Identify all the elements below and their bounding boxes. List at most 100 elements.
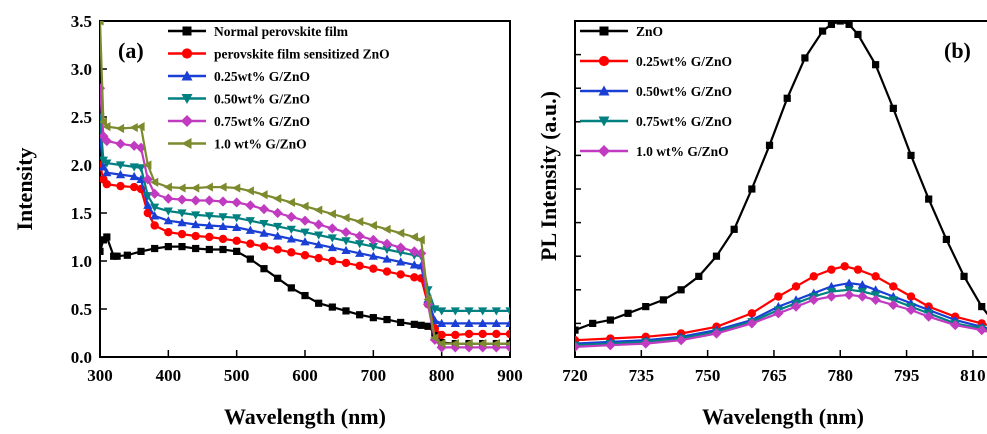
data-point xyxy=(116,181,125,191)
data-point xyxy=(100,162,109,171)
data-point xyxy=(245,200,256,211)
data-point xyxy=(748,185,756,193)
data-point xyxy=(341,213,350,223)
data-point xyxy=(136,164,146,173)
legend-label: 0.75wt% G/ZnO xyxy=(214,114,310,129)
panel-b-y-axis-title: PL Intensity (a.u.) xyxy=(536,91,561,261)
data-point xyxy=(423,294,432,304)
data-point xyxy=(150,203,160,212)
data-point xyxy=(774,292,783,301)
data-point xyxy=(286,225,296,234)
data-point xyxy=(676,335,687,346)
data-point xyxy=(765,141,774,149)
data-point xyxy=(164,243,172,251)
data-point xyxy=(113,252,121,260)
panel-a-y-ticks: 0.0 0.5 1.0 1.5 2.0 2.5 3.0 3.5 xyxy=(71,12,107,367)
data-point xyxy=(314,253,323,263)
data-point xyxy=(300,228,310,237)
legend-marker xyxy=(181,94,193,104)
data-point xyxy=(773,308,784,319)
data-point xyxy=(857,280,867,289)
data-point xyxy=(355,217,364,227)
data-point xyxy=(382,224,391,234)
data-point xyxy=(245,186,254,196)
data-point xyxy=(163,207,173,216)
x-tick-label: 780 xyxy=(828,366,854,385)
data-point xyxy=(464,318,474,327)
data-point xyxy=(258,204,270,215)
data-point xyxy=(478,318,488,327)
data-point xyxy=(143,160,152,170)
data-point xyxy=(218,234,228,244)
data-point xyxy=(437,330,446,340)
data-point xyxy=(854,30,862,39)
data-point xyxy=(368,234,379,245)
data-point xyxy=(356,311,364,319)
legend-marker xyxy=(181,115,193,127)
data-point xyxy=(205,232,214,242)
data-point xyxy=(790,301,802,312)
data-point xyxy=(340,227,352,238)
data-point xyxy=(115,170,126,179)
data-point xyxy=(150,211,160,220)
data-point xyxy=(355,248,365,257)
data-point xyxy=(437,338,446,349)
x-tick-label: 765 xyxy=(761,366,787,385)
data-point xyxy=(450,338,459,349)
legend-marker xyxy=(598,145,610,157)
data-point xyxy=(383,315,391,324)
data-point xyxy=(163,193,174,204)
data-point xyxy=(177,229,187,239)
data-point xyxy=(115,123,125,134)
data-point xyxy=(102,159,112,168)
panel-b-x-ticks: 720 735 750 765 780 795 810 xyxy=(562,350,986,385)
data-point xyxy=(101,135,112,147)
data-point xyxy=(746,318,757,329)
data-point xyxy=(192,244,200,253)
data-point xyxy=(178,243,186,251)
data-point xyxy=(204,212,214,221)
data-point xyxy=(190,195,201,206)
data-point xyxy=(368,251,378,260)
data-point xyxy=(232,183,241,193)
legend-marker xyxy=(181,48,193,59)
data-point xyxy=(328,303,336,311)
data-point xyxy=(286,197,295,208)
data-point xyxy=(801,54,809,62)
x-tick-label: 700 xyxy=(361,366,387,385)
x-tick-label: 795 xyxy=(894,366,920,385)
data-point xyxy=(355,261,364,270)
data-point xyxy=(259,190,268,200)
data-point xyxy=(409,232,418,242)
data-point xyxy=(605,340,616,351)
data-point xyxy=(300,251,310,260)
series-0-25wt-g-zno xyxy=(100,131,510,327)
data-point xyxy=(342,307,350,315)
legend-label: 0.75wt% G/ZnO xyxy=(636,114,732,129)
data-point xyxy=(808,294,819,305)
data-point xyxy=(232,236,241,246)
data-point xyxy=(437,318,447,327)
data-point xyxy=(826,291,837,302)
data-point xyxy=(300,237,310,246)
data-point xyxy=(286,234,296,243)
data-point xyxy=(410,273,419,282)
data-point xyxy=(505,329,510,339)
data-point xyxy=(430,333,439,343)
data-point xyxy=(314,240,324,249)
legend-marker xyxy=(598,116,610,127)
data-point xyxy=(191,231,200,241)
legend-label: 0.25wt% G/ZnO xyxy=(214,69,310,84)
data-point xyxy=(301,291,309,300)
data-point xyxy=(791,282,801,291)
data-point xyxy=(328,256,337,266)
data-point xyxy=(491,307,501,316)
data-point xyxy=(960,272,968,280)
data-point xyxy=(381,238,393,249)
legend-marker xyxy=(598,55,610,67)
panel-a-legend: Normal perovskite film perovskite film se… xyxy=(168,24,390,152)
series-perovskite-film-sensitized-zno xyxy=(100,160,510,340)
legend-label: Normal perovskite film xyxy=(214,24,349,39)
data-point xyxy=(642,303,650,311)
